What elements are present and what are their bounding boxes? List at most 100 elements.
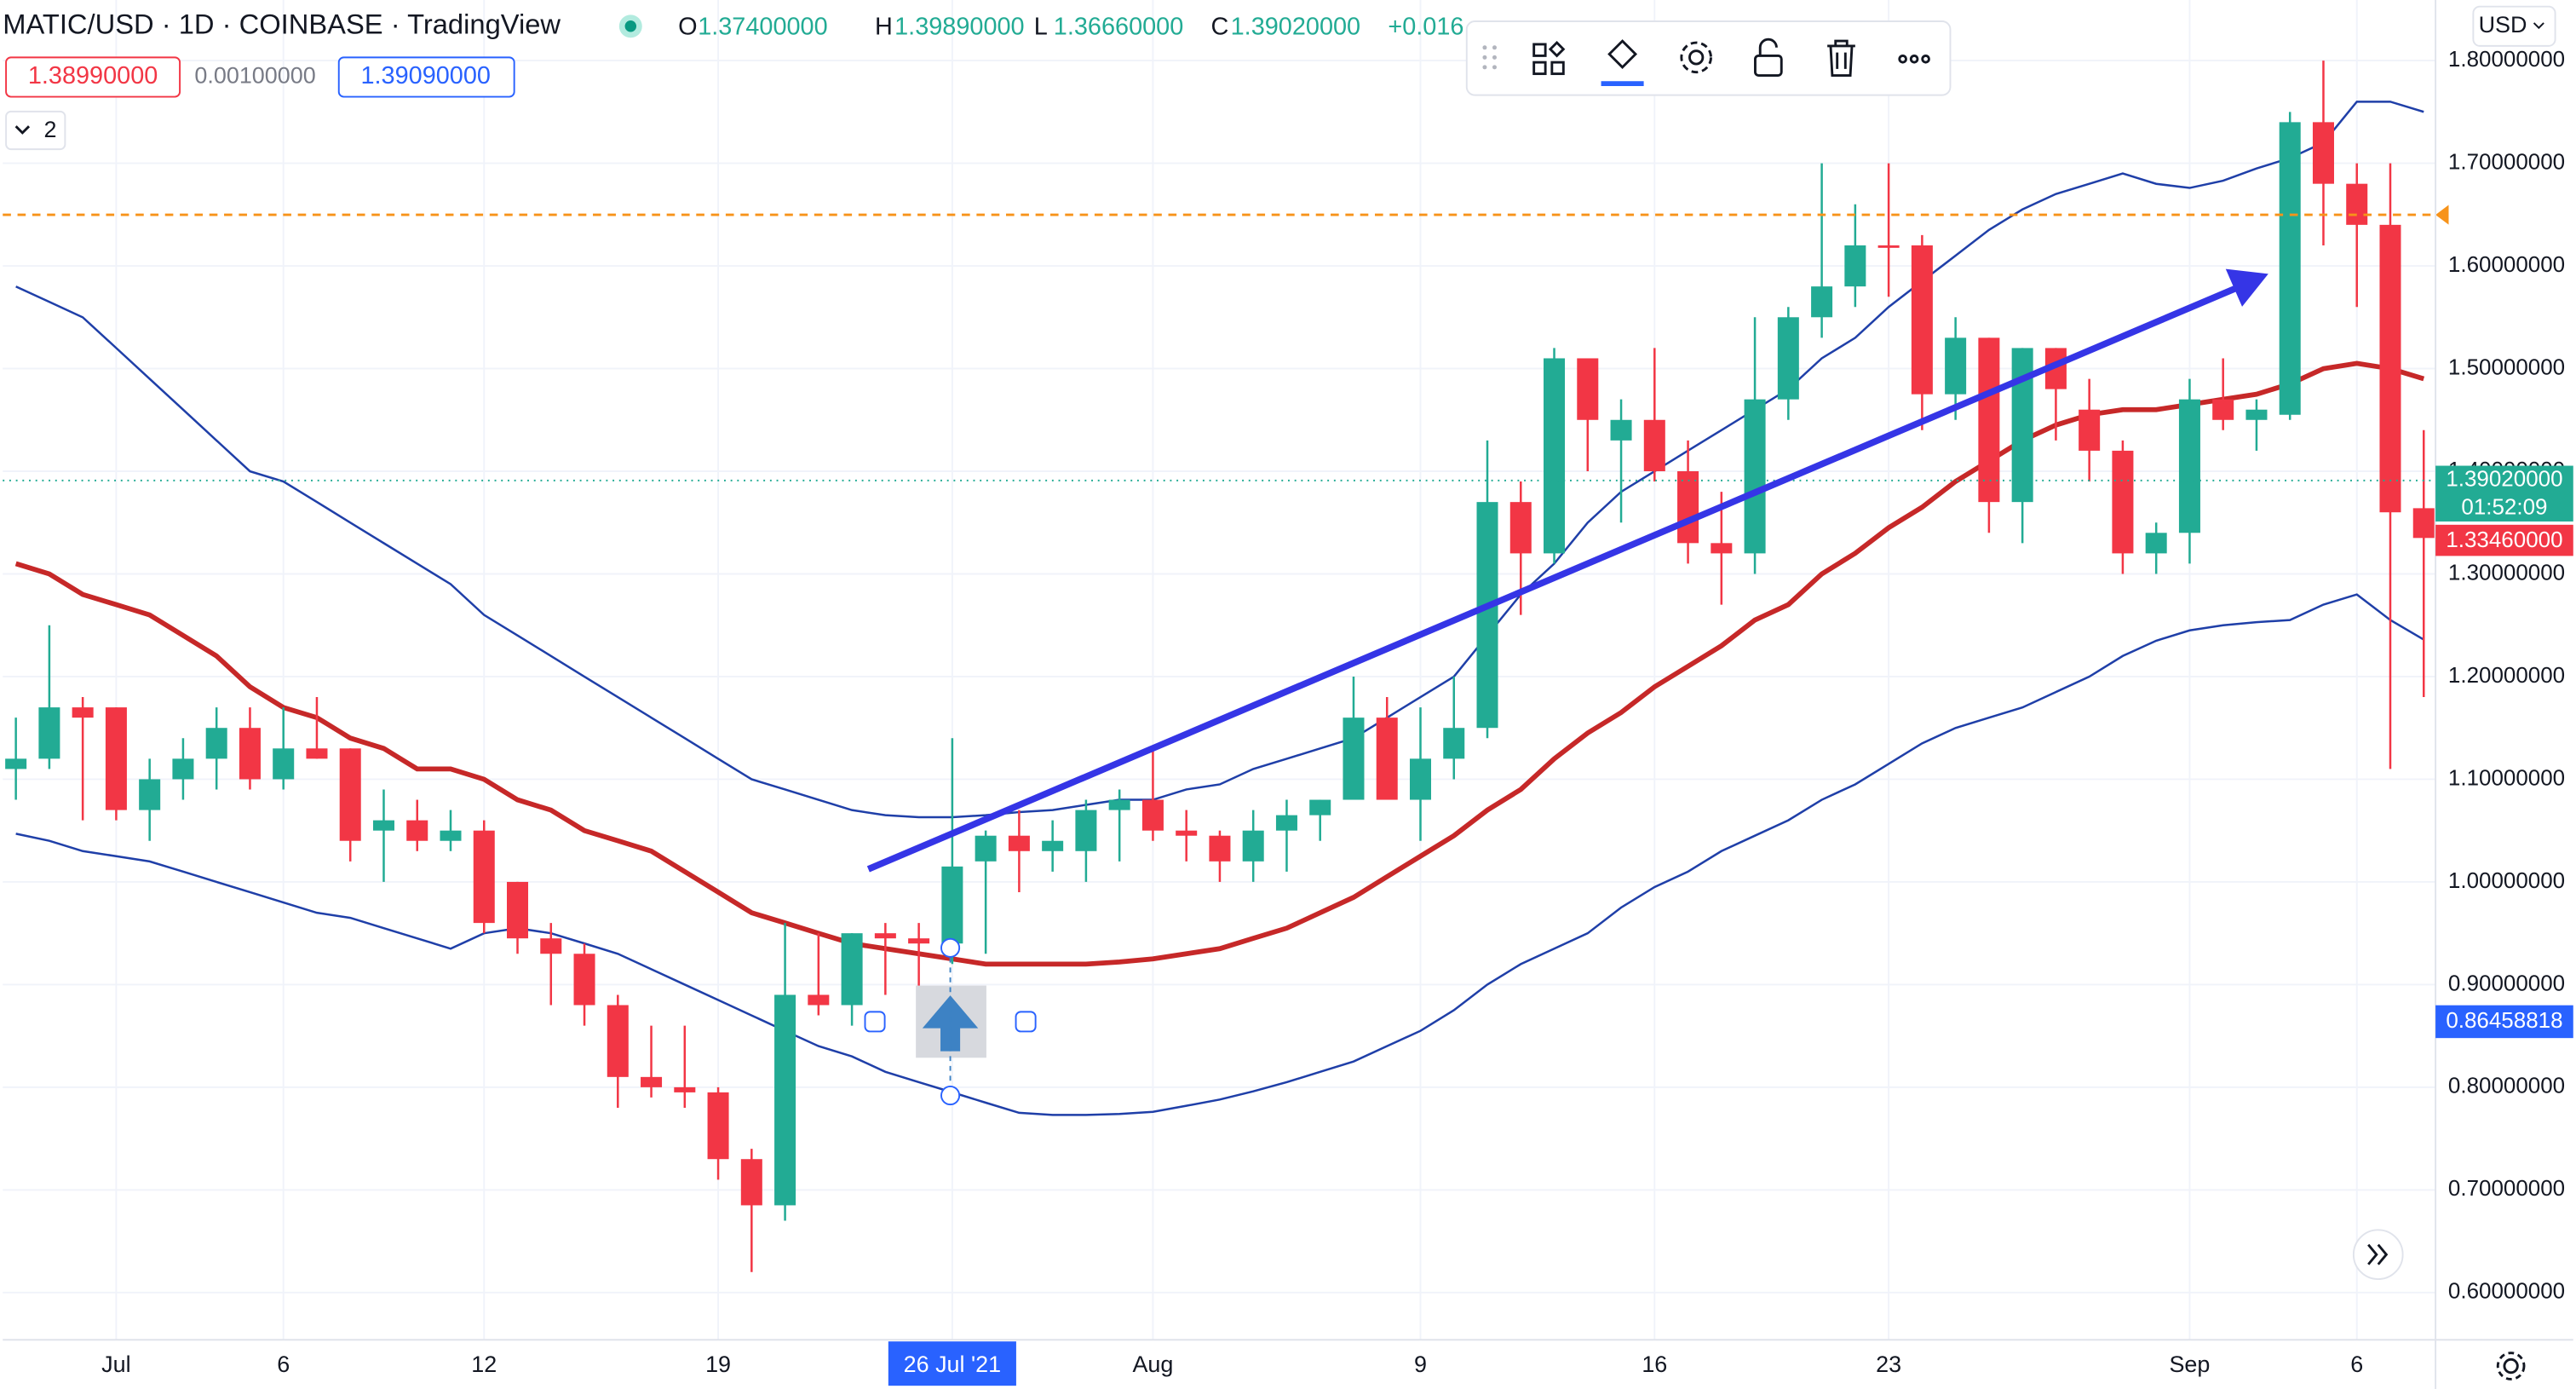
candle-body <box>38 707 60 759</box>
ohlc-value: 1.37400000 <box>698 13 827 40</box>
ask[interactable]: 1.39090000 <box>361 62 491 89</box>
candle-body <box>1343 718 1365 800</box>
trend-arrow-head <box>2225 268 2268 307</box>
handle[interactable] <box>864 1011 886 1033</box>
candle-body <box>2379 224 2401 513</box>
candle-body <box>2212 399 2234 420</box>
candle-body <box>1476 502 1498 729</box>
currency-button[interactable] <box>2472 5 2556 47</box>
currency[interactable]: USD <box>2479 12 2527 37</box>
prev-price: 1.33460000 <box>2446 527 2562 552</box>
ohlc-key: O <box>678 13 697 40</box>
chevron <box>2533 22 2544 30</box>
bid[interactable]: 1.38990000 <box>28 62 158 89</box>
x-tick-label: 19 <box>705 1352 731 1377</box>
candle-body <box>2079 409 2101 451</box>
delete-icon[interactable] <box>1827 39 1855 77</box>
candle-body <box>2412 508 2435 539</box>
handle[interactable] <box>940 937 961 958</box>
indicator-toggle[interactable] <box>5 110 66 151</box>
grid <box>3 0 2436 1340</box>
chevrons <box>2367 1243 2389 1265</box>
spread: 0.00100000 <box>194 63 315 89</box>
y-tick-label: 1.00000000 <box>2448 867 2565 893</box>
candle-body <box>1544 358 1566 554</box>
candle-body <box>2245 409 2268 420</box>
candle-body <box>1008 835 1030 851</box>
status-dot <box>624 20 637 32</box>
candle-body <box>607 1005 629 1077</box>
candle-body <box>2112 450 2134 554</box>
y-tick-label: 1.30000000 <box>2448 559 2565 585</box>
y-tick-label: 0.60000000 <box>2448 1278 2565 1304</box>
scroll-button[interactable] <box>2352 1229 2404 1281</box>
symbol-title: MATIC/USD · 1D · COINBASE · TradingView <box>3 8 561 39</box>
x-tick-label: Sep <box>2169 1352 2210 1377</box>
background <box>3 0 2573 1389</box>
settings-icon[interactable] <box>1680 41 1712 74</box>
candle-body <box>406 820 428 841</box>
more-icon[interactable] <box>1898 54 1930 64</box>
candle-body <box>473 830 495 924</box>
candle-body <box>507 881 529 939</box>
x-tick-label: 6 <box>277 1352 290 1377</box>
candle-body <box>1376 718 1398 800</box>
x-tick-label: 6 <box>2350 1352 2363 1377</box>
x-tick-label: 12 <box>471 1352 497 1377</box>
candle-body <box>1108 799 1130 810</box>
settings-gear[interactable] <box>2496 1352 2526 1380</box>
candle-body <box>1209 835 1231 862</box>
ohlc-value: 1.36660000 <box>1054 13 1183 40</box>
x-tick-label: 26 Jul '21 <box>904 1352 1001 1377</box>
color-icon[interactable] <box>1601 39 1644 87</box>
cursor-price: 0.86458818 <box>2446 1007 2562 1033</box>
candle-body <box>339 748 361 841</box>
candle-body <box>172 758 194 780</box>
candle-body <box>1141 799 1164 831</box>
indicator-count[interactable]: 2 <box>44 117 57 142</box>
candle-body <box>1744 399 1766 554</box>
chevron <box>14 125 31 135</box>
candle-body <box>1811 286 1833 318</box>
ask-box[interactable] <box>337 56 515 98</box>
candle-body <box>2279 122 2301 415</box>
bid-box[interactable] <box>5 56 181 98</box>
drag-handle[interactable] <box>1482 45 1497 70</box>
x-tick-label: 9 <box>1414 1352 1427 1377</box>
candle-body <box>306 748 328 759</box>
candle-body <box>841 933 863 1006</box>
candle-body <box>2312 122 2334 184</box>
ohlc-key: H <box>875 13 893 40</box>
candle-body <box>2145 533 2167 554</box>
x-tick-label: Jul <box>101 1352 130 1377</box>
candle-body <box>1711 543 1733 554</box>
template-icon[interactable] <box>1532 40 1566 76</box>
candle-body <box>941 866 963 944</box>
band-line <box>15 593 2424 1116</box>
candle-body <box>1309 799 1331 816</box>
candle-body <box>975 835 997 862</box>
candle-body <box>1945 337 1967 395</box>
crosshair-date-box <box>888 1341 1016 1386</box>
candle-body <box>1242 830 1264 862</box>
candle-body <box>874 933 896 939</box>
candle-body <box>5 758 27 769</box>
handle[interactable] <box>940 1085 961 1106</box>
candle-body <box>1176 830 1198 836</box>
x-tick-label: 23 <box>1876 1352 1901 1377</box>
prev-price-box <box>2435 524 2573 556</box>
lock-icon[interactable] <box>1754 37 1783 77</box>
band-line <box>15 101 2424 819</box>
trend-line[interactable] <box>866 284 2240 873</box>
candle-body <box>1275 815 1297 831</box>
last-price: 1.39020000 <box>2446 466 2562 492</box>
handle[interactable] <box>1015 1011 1037 1033</box>
candle-body <box>1409 758 1432 800</box>
up-arrow[interactable] <box>922 995 979 1052</box>
candle-body <box>273 748 295 780</box>
axes: 1.80000000 1.70000000 1.60000000 1.50000000… <box>101 46 2565 1386</box>
cursor-price-box <box>2435 1005 2573 1039</box>
candle-body <box>1509 502 1532 554</box>
ohlc-value: 1.39890000 <box>894 13 1024 40</box>
